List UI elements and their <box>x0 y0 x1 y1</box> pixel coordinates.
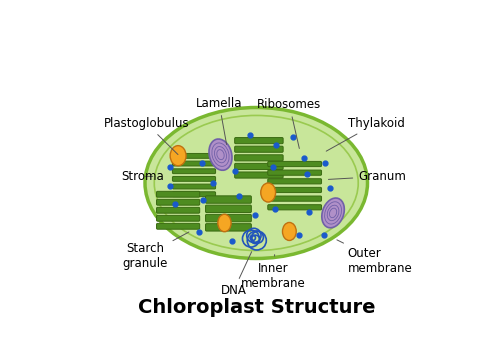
Text: Plastoglobulus: Plastoglobulus <box>104 117 189 154</box>
FancyBboxPatch shape <box>156 191 200 197</box>
FancyBboxPatch shape <box>268 170 322 175</box>
FancyBboxPatch shape <box>172 192 216 197</box>
Text: Outer
membrane: Outer membrane <box>337 240 412 275</box>
Text: Inner
membrane: Inner membrane <box>241 255 306 290</box>
FancyBboxPatch shape <box>234 163 283 170</box>
Text: Granum: Granum <box>328 170 406 183</box>
FancyBboxPatch shape <box>156 215 200 221</box>
FancyBboxPatch shape <box>206 224 252 231</box>
FancyBboxPatch shape <box>268 179 322 184</box>
FancyBboxPatch shape <box>234 146 283 152</box>
FancyBboxPatch shape <box>172 161 216 166</box>
FancyBboxPatch shape <box>268 196 322 201</box>
FancyBboxPatch shape <box>172 176 216 181</box>
Ellipse shape <box>282 223 296 240</box>
FancyBboxPatch shape <box>268 205 322 210</box>
FancyBboxPatch shape <box>234 155 283 161</box>
Text: Chloroplast Structure: Chloroplast Structure <box>138 298 375 317</box>
Text: Stroma: Stroma <box>121 170 164 183</box>
Ellipse shape <box>322 198 344 228</box>
FancyBboxPatch shape <box>156 199 200 205</box>
FancyBboxPatch shape <box>172 169 216 174</box>
Text: Lamella: Lamella <box>196 97 242 144</box>
FancyBboxPatch shape <box>156 207 200 213</box>
FancyBboxPatch shape <box>172 153 216 158</box>
Text: Thylakoid: Thylakoid <box>326 117 404 151</box>
FancyBboxPatch shape <box>234 172 283 178</box>
FancyBboxPatch shape <box>156 223 200 229</box>
Ellipse shape <box>261 183 276 202</box>
Ellipse shape <box>218 214 231 232</box>
FancyBboxPatch shape <box>206 214 252 222</box>
FancyBboxPatch shape <box>206 205 252 213</box>
FancyBboxPatch shape <box>234 138 283 144</box>
FancyBboxPatch shape <box>206 196 252 203</box>
Text: DNA: DNA <box>221 252 252 297</box>
FancyBboxPatch shape <box>172 184 216 189</box>
Text: Ribosomes: Ribosomes <box>257 98 322 149</box>
Ellipse shape <box>209 139 232 170</box>
Text: Starch
granule: Starch granule <box>122 232 189 270</box>
FancyBboxPatch shape <box>268 187 322 193</box>
Ellipse shape <box>145 107 368 258</box>
FancyBboxPatch shape <box>268 161 322 166</box>
Ellipse shape <box>170 146 186 166</box>
